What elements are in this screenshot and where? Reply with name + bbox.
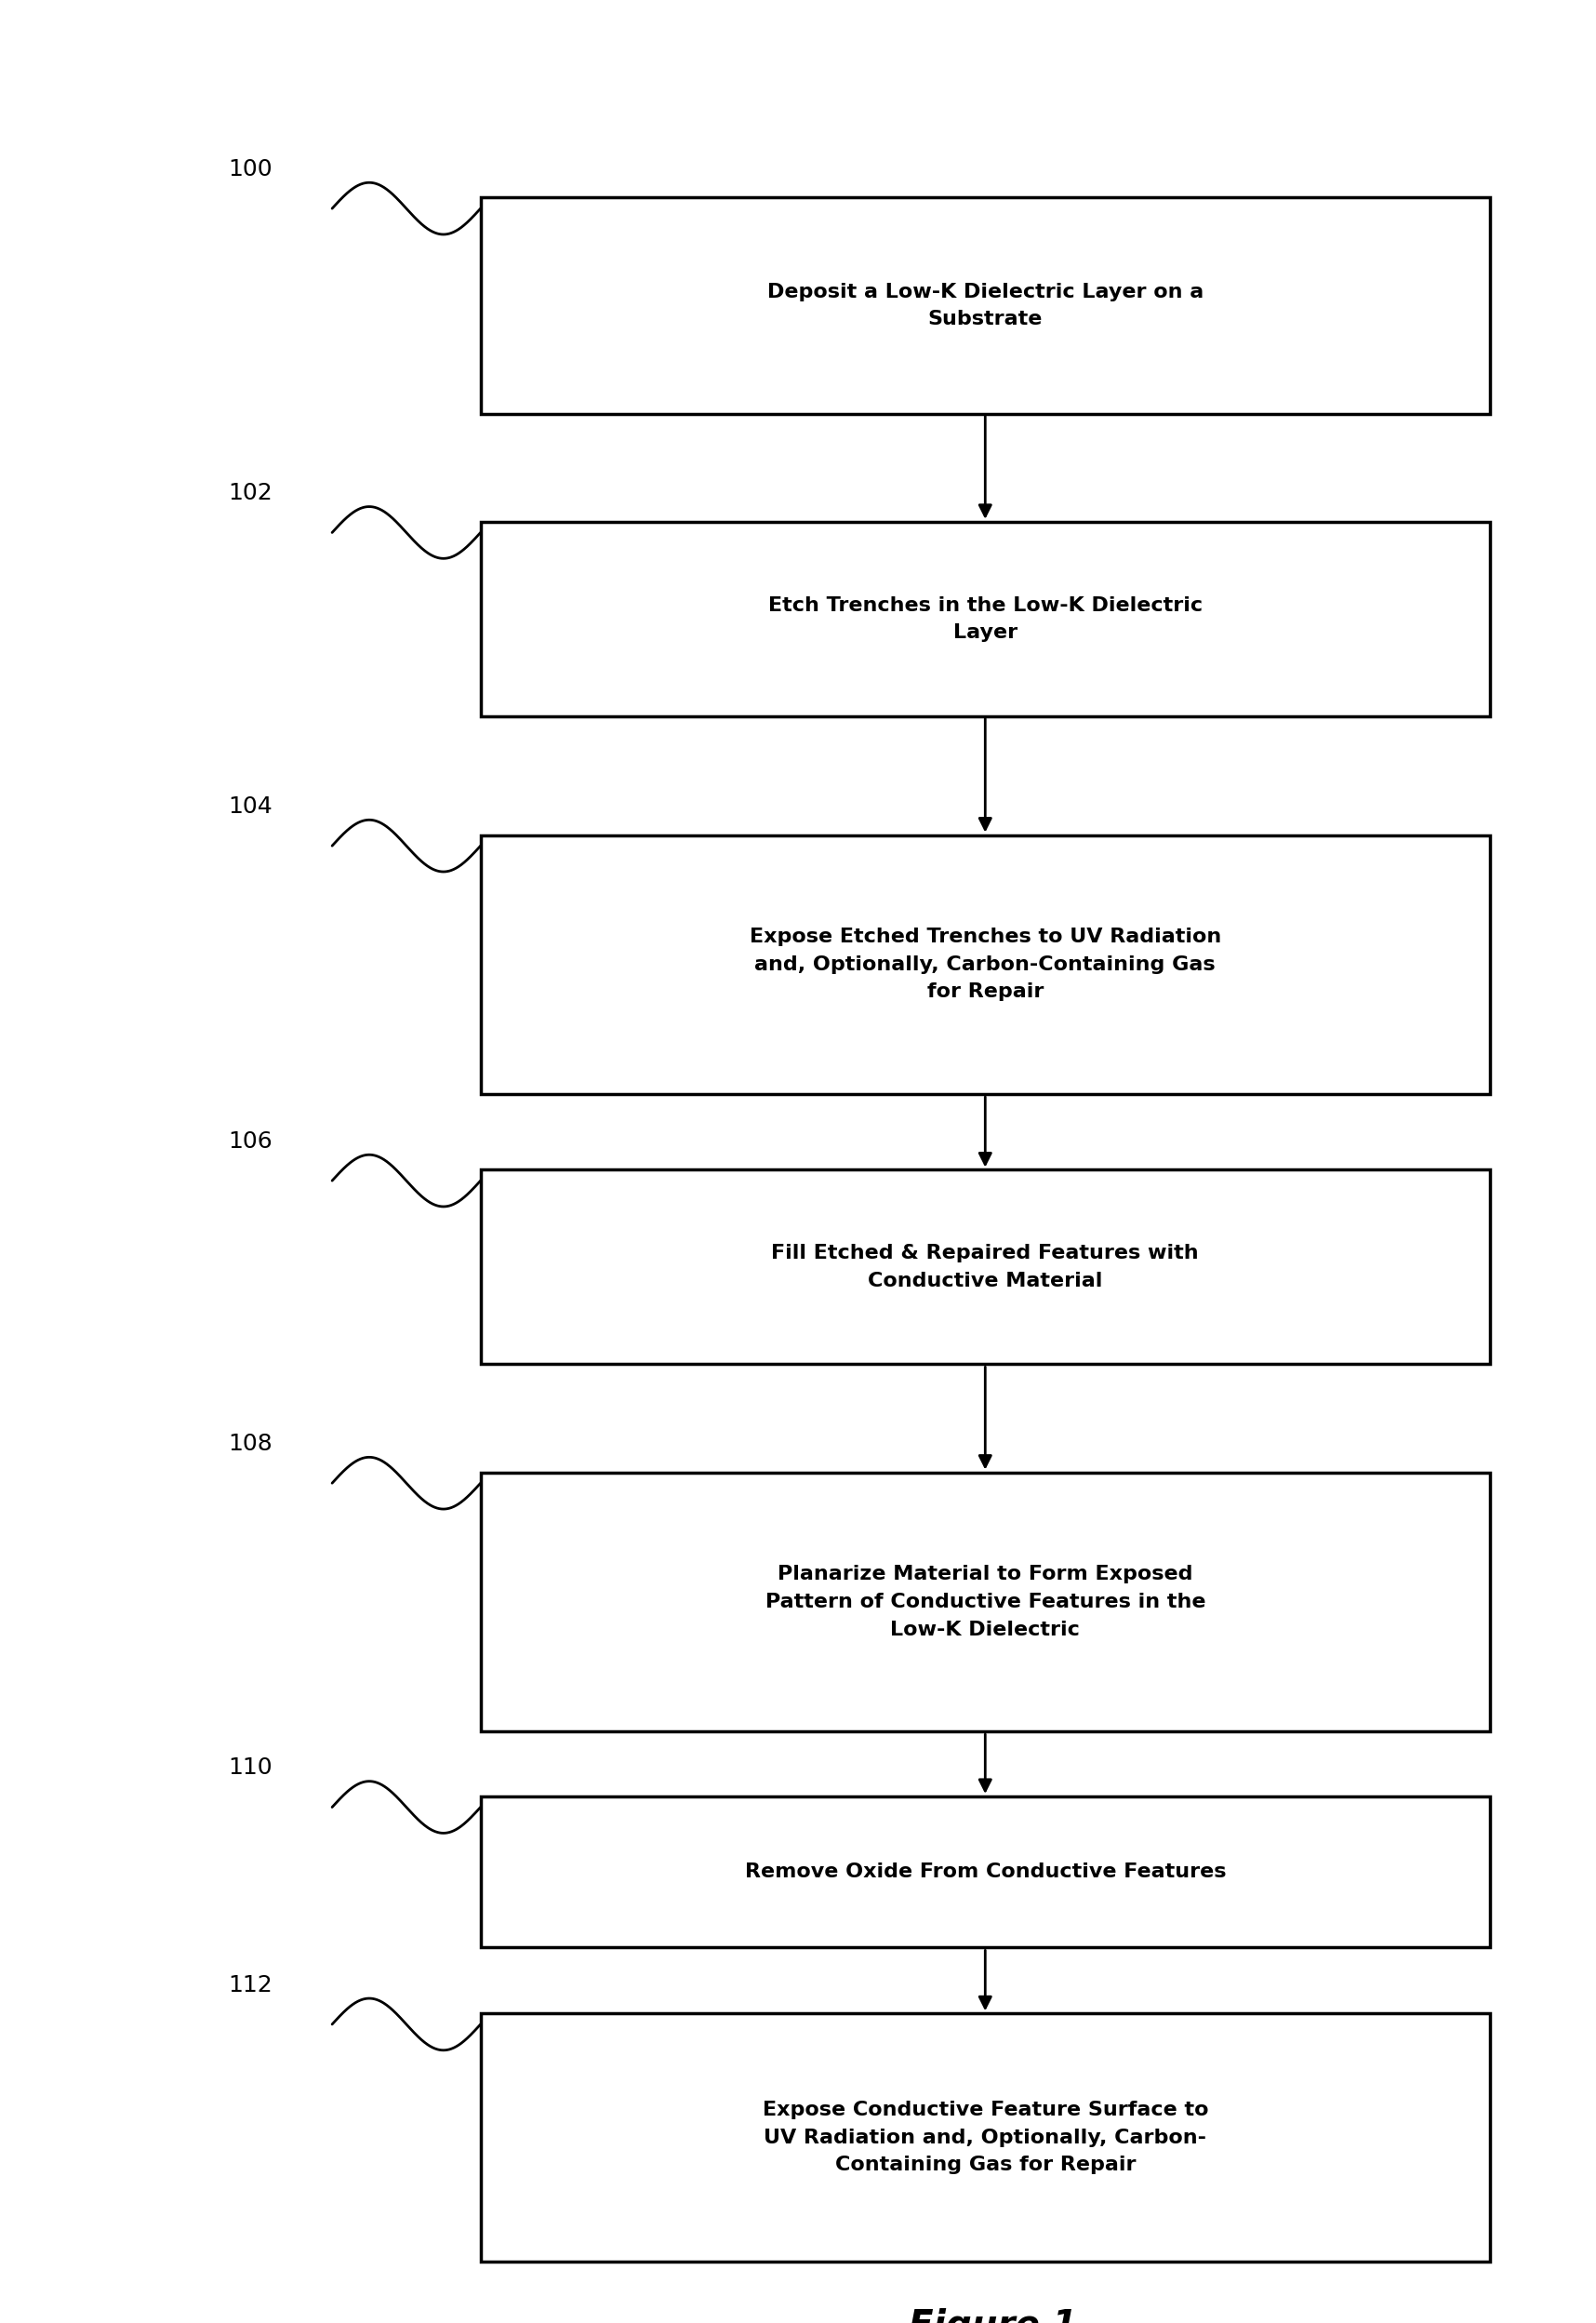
Text: 106: 106	[228, 1131, 273, 1152]
Text: Expose Etched Trenches to UV Radiation
and, Optionally, Carbon-Containing Gas
fo: Expose Etched Trenches to UV Radiation a…	[749, 927, 1221, 1001]
Text: Etch Trenches in the Low-K Dielectric
Layer: Etch Trenches in the Low-K Dielectric La…	[768, 597, 1202, 641]
Text: 112: 112	[228, 1975, 273, 1995]
Text: 110: 110	[228, 1756, 273, 1779]
FancyBboxPatch shape	[480, 1171, 1491, 1364]
FancyBboxPatch shape	[480, 834, 1491, 1094]
Text: 102: 102	[228, 483, 273, 504]
Text: Planarize Material to Form Exposed
Pattern of Conductive Features in the
Low-K D: Planarize Material to Form Exposed Patte…	[764, 1566, 1205, 1638]
Text: Fill Etched & Repaired Features with
Conductive Material: Fill Etched & Repaired Features with Con…	[771, 1245, 1199, 1289]
Text: Remove Oxide From Conductive Features: Remove Oxide From Conductive Features	[745, 1863, 1226, 1882]
Text: 100: 100	[228, 158, 273, 181]
Text: 108: 108	[228, 1433, 273, 1454]
Text: Expose Conductive Feature Surface to
UV Radiation and, Optionally, Carbon-
Conta: Expose Conductive Feature Surface to UV …	[763, 2100, 1208, 2174]
Text: Deposit a Low-K Dielectric Layer on a
Substrate: Deposit a Low-K Dielectric Layer on a Su…	[768, 283, 1203, 330]
Text: 104: 104	[228, 794, 273, 818]
FancyBboxPatch shape	[480, 197, 1491, 413]
Text: Figure 1: Figure 1	[908, 2309, 1077, 2323]
FancyBboxPatch shape	[480, 1796, 1491, 1947]
FancyBboxPatch shape	[480, 523, 1491, 715]
FancyBboxPatch shape	[480, 1473, 1491, 1731]
FancyBboxPatch shape	[480, 2014, 1491, 2263]
